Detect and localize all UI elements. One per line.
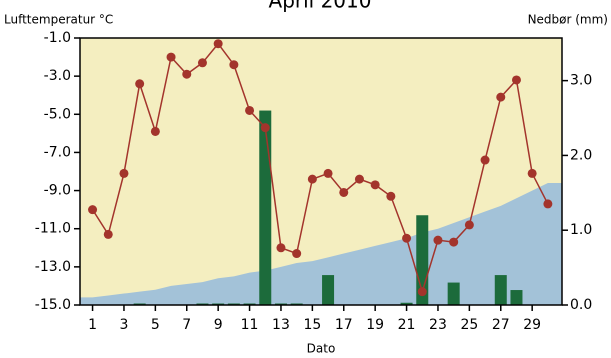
x-tick-label: 11 bbox=[241, 317, 259, 333]
x-tick-label: 23 bbox=[429, 317, 447, 333]
point bbox=[386, 191, 396, 201]
x-tick-label: 27 bbox=[492, 317, 510, 333]
y-tick-label: -15.0 bbox=[35, 297, 71, 313]
x-axis-label: Dato bbox=[307, 342, 336, 356]
x-tick-label: 15 bbox=[303, 317, 321, 333]
point bbox=[339, 187, 349, 197]
area bbox=[80, 182, 562, 305]
y2-tick-label: 0.0 bbox=[570, 297, 592, 313]
bar bbox=[447, 282, 460, 305]
x-tick-label: 1 bbox=[88, 317, 97, 333]
point bbox=[402, 233, 412, 243]
y-tick-label: -9.0 bbox=[44, 183, 71, 199]
y2-tick-label: 2.0 bbox=[570, 147, 592, 163]
point bbox=[88, 205, 98, 215]
x-tick-label: 3 bbox=[119, 317, 128, 333]
x-tick-label: 5 bbox=[151, 317, 160, 333]
x-tick-label: 7 bbox=[182, 317, 191, 333]
point bbox=[103, 229, 113, 239]
x-tick-label: 29 bbox=[523, 317, 541, 333]
point bbox=[543, 199, 553, 209]
x-tick-label: 19 bbox=[366, 317, 384, 333]
y-tick-label: -13.0 bbox=[35, 259, 71, 275]
y-tick-label: -11.0 bbox=[35, 221, 71, 237]
point bbox=[197, 58, 207, 68]
point bbox=[150, 126, 160, 136]
point bbox=[307, 174, 317, 184]
point bbox=[213, 39, 223, 49]
point bbox=[449, 237, 459, 247]
line bbox=[91, 42, 549, 295]
x-tick-label: 9 bbox=[214, 317, 223, 333]
point bbox=[511, 75, 521, 85]
point bbox=[276, 243, 286, 253]
x-tick-label: 17 bbox=[335, 317, 353, 333]
point bbox=[464, 220, 474, 230]
plot-frame bbox=[79, 37, 563, 306]
point bbox=[292, 249, 302, 259]
point bbox=[527, 168, 537, 178]
point bbox=[433, 235, 443, 245]
bar bbox=[259, 110, 272, 305]
point bbox=[323, 168, 333, 178]
point bbox=[135, 79, 145, 89]
point bbox=[182, 69, 192, 79]
y-tick-label: -3.0 bbox=[44, 68, 71, 84]
bar bbox=[400, 302, 413, 305]
y2-axis-label: Nedbør (mm) bbox=[528, 13, 608, 27]
y-axis-label: Lufttemperatur °C bbox=[4, 13, 113, 27]
point bbox=[354, 174, 364, 184]
point bbox=[166, 52, 176, 62]
point bbox=[260, 123, 270, 133]
chart-title: April 2010 bbox=[269, 0, 372, 13]
point bbox=[119, 168, 129, 178]
y-tick-label: -7.0 bbox=[44, 144, 71, 160]
y2-tick-label: 3.0 bbox=[570, 73, 592, 89]
point bbox=[417, 287, 427, 297]
point bbox=[480, 155, 490, 165]
y-tick-label: -1.0 bbox=[44, 30, 71, 46]
point bbox=[245, 105, 255, 115]
bar bbox=[494, 275, 507, 305]
x-tick-label: 21 bbox=[398, 317, 416, 333]
x-tick-label: 13 bbox=[272, 317, 290, 333]
y2-tick-label: 1.0 bbox=[570, 222, 592, 238]
point bbox=[496, 92, 506, 102]
x-tick-label: 25 bbox=[460, 317, 478, 333]
point bbox=[229, 60, 239, 70]
bar bbox=[322, 275, 335, 305]
point bbox=[370, 180, 380, 190]
y-tick-label: -5.0 bbox=[44, 106, 71, 122]
bar bbox=[510, 290, 523, 305]
